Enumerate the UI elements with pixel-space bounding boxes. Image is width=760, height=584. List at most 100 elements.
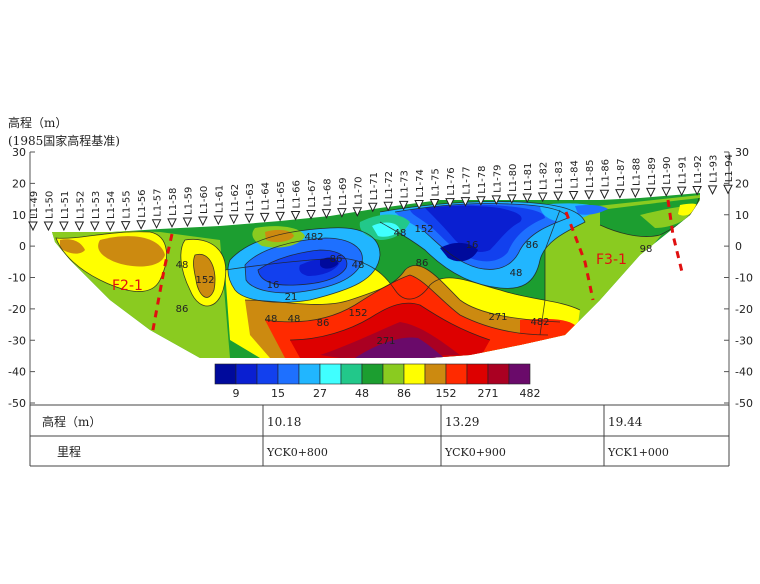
colorbar-swatch xyxy=(214,363,237,385)
station-triangle-icon xyxy=(568,190,579,201)
station-triangle-icon xyxy=(151,219,162,229)
station-triangle-icon xyxy=(522,193,533,204)
station-label: L1-66 xyxy=(292,180,303,208)
station-triangle-icon xyxy=(182,217,193,228)
station-label: L1-65 xyxy=(276,181,287,209)
contour-label: 271 xyxy=(488,312,507,323)
contour-label: 16 xyxy=(267,280,280,291)
station-label: L1-80 xyxy=(508,164,519,192)
station-label: L1-90 xyxy=(662,156,673,184)
colorbar-swatch xyxy=(361,363,384,385)
station-label: L1-54 xyxy=(106,191,117,219)
colorbar-label: 9 xyxy=(233,387,240,400)
colorbar-swatch xyxy=(445,363,468,385)
station-triangle-icon xyxy=(383,201,394,212)
station-triangle-icon xyxy=(105,221,116,232)
station-triangle-icon xyxy=(661,187,672,197)
colorbar-swatch xyxy=(235,363,258,385)
station-triangle-icon xyxy=(723,184,733,195)
colorbar-swatch xyxy=(340,363,363,385)
colorbar-swatch xyxy=(508,363,531,385)
contour-labels: 48 152 86 48 16 21 48 86 152 271 482 48 86 48 152 271 48… xyxy=(176,224,653,347)
station-triangle-icon xyxy=(707,185,718,196)
station-marker: L1-85 xyxy=(584,160,596,200)
right-tick-label: -50 xyxy=(735,397,753,410)
station-marker: L1-51 xyxy=(59,191,71,232)
station-triangle-icon xyxy=(244,213,255,224)
station-triangle-icon xyxy=(337,208,347,218)
station-label: L1-92 xyxy=(693,155,704,183)
colorbar-swatch xyxy=(256,363,279,385)
left-tick-label: 30 xyxy=(12,146,26,159)
station-marker: L1-53 xyxy=(89,191,102,232)
station-marker: L1-64 xyxy=(259,182,272,223)
colorbar-label: 48 xyxy=(355,387,369,400)
left-tick-label: 0 xyxy=(19,240,26,253)
station-label: L1-62 xyxy=(230,184,241,212)
station-triangle-icon xyxy=(89,221,100,232)
station-triangle-icon xyxy=(352,207,363,217)
station-marker: L1-90 xyxy=(661,156,673,197)
station-marker: L1-60 xyxy=(198,186,210,227)
station-label: L1-63 xyxy=(245,183,256,211)
station-marker: L1-78 xyxy=(476,165,488,206)
station-triangle-icon xyxy=(506,194,517,205)
station-marker: L1-81 xyxy=(522,163,534,204)
station-triangle-icon xyxy=(398,200,409,211)
station-label: L1-50 xyxy=(44,191,55,219)
colorbar-label: 482 xyxy=(520,387,541,400)
right-tick-label: -40 xyxy=(735,366,753,379)
fault-lines xyxy=(150,199,685,336)
contour-label: 21 xyxy=(285,292,298,303)
station-triangle-icon xyxy=(460,197,471,207)
station-label: L1-84 xyxy=(570,160,581,188)
station-triangle-icon xyxy=(74,221,85,232)
station-label: L1-86 xyxy=(600,159,611,187)
station-label: L1-72 xyxy=(384,171,395,199)
left-tick-label: -30 xyxy=(8,334,26,347)
station-label: L1-83 xyxy=(554,161,565,189)
station-label: L1-71 xyxy=(369,172,380,200)
station-triangle-icon xyxy=(692,186,702,196)
contour-label: 86 xyxy=(317,318,330,329)
station-markers: L1-49 L1-50 L1-51 L1-52 L1-53 L1-54 L1-55 L1-56… xyxy=(28,154,735,232)
colorbar-swatch xyxy=(403,363,426,385)
station-label: L1-70 xyxy=(353,176,364,204)
contour-label: 86 xyxy=(176,304,189,315)
station-label: L1-93 xyxy=(709,155,720,183)
contour-label: 86 xyxy=(526,240,539,251)
station-label: L1-75 xyxy=(431,168,442,196)
contour-label: 48 xyxy=(510,268,523,279)
station-label: L1-59 xyxy=(183,187,194,215)
station-marker: L1-69 xyxy=(337,177,349,218)
station-triangle-icon xyxy=(213,215,224,226)
table-row-elevation-value: 19.44 xyxy=(608,415,643,429)
station-label: L1-85 xyxy=(585,160,596,188)
station-label: L1-51 xyxy=(60,191,71,219)
contour-label: 98 xyxy=(640,244,653,255)
right-tick-label: 30 xyxy=(735,146,749,159)
station-triangle-icon xyxy=(445,198,455,208)
contour-label: 48 xyxy=(394,228,407,239)
contour-label: 152 xyxy=(414,224,433,235)
station-marker: L1-77 xyxy=(460,166,472,207)
colorbar-swatch xyxy=(424,363,447,385)
station-label: L1-74 xyxy=(415,169,426,197)
contour-label: 86 xyxy=(330,254,343,265)
station-triangle-icon xyxy=(259,212,270,223)
station-marker: L1-74 xyxy=(414,169,426,210)
station-triangle-icon xyxy=(43,221,54,232)
contour-label: 86 xyxy=(416,258,429,269)
station-label: L1-76 xyxy=(446,167,457,195)
station-label: L1-87 xyxy=(616,158,627,186)
station-triangle-icon xyxy=(167,218,177,228)
station-triangle-icon xyxy=(630,188,641,199)
station-marker: L1-68 xyxy=(321,178,333,219)
station-marker: L1-94 xyxy=(723,154,735,195)
fault-label-f3-1: F3-1 xyxy=(596,252,627,268)
y-axis-label: 高程（m） xyxy=(8,115,67,130)
station-triangle-icon xyxy=(599,189,610,200)
station-triangle-icon xyxy=(367,202,378,213)
left-tick-label: 20 xyxy=(12,177,26,190)
station-label: L1-56 xyxy=(137,189,148,217)
